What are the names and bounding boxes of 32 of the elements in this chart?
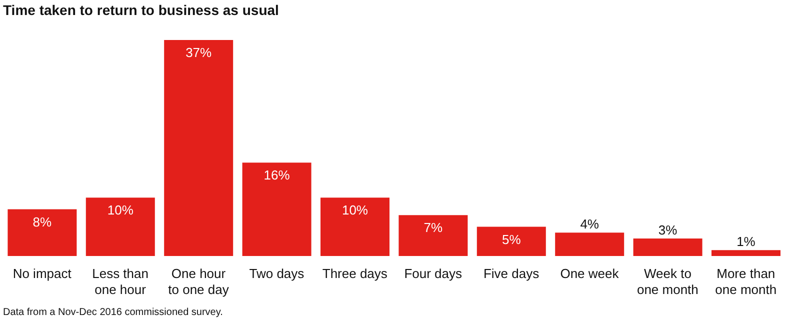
- bar: [242, 162, 312, 256]
- bar: [86, 198, 155, 256]
- bar: [398, 215, 468, 256]
- data-label: 7%: [424, 220, 444, 236]
- x-tick-label: Week to one month: [636, 266, 698, 297]
- data-label: 3%: [658, 222, 678, 238]
- x-tick-label: No impact: [12, 266, 72, 281]
- bar: [320, 198, 390, 256]
- data-label: 10%: [342, 202, 368, 218]
- data-label: 1%: [736, 234, 756, 250]
- chart-title: Time taken to return to business as usual: [2, 1, 280, 20]
- x-tick-label: Five days: [483, 266, 540, 281]
- x-tick-label: More than one month: [715, 266, 777, 297]
- x-tick-label: Two days: [249, 266, 305, 281]
- data-label: 5%: [502, 232, 522, 247]
- x-tick-label: Less than one hour: [92, 266, 148, 297]
- data-label: 37%: [186, 45, 212, 60]
- data-label: 8%: [32, 214, 52, 230]
- x-tick-label: One hour to one day: [168, 266, 230, 297]
- bar: [8, 209, 77, 256]
- bar: [711, 250, 780, 256]
- x-tick-label: Three days: [322, 266, 388, 281]
- bar: [633, 238, 702, 256]
- data-label: 16%: [264, 168, 290, 183]
- bar: [555, 232, 624, 256]
- text: Data from a Nov-Dec 2016 commissioned survey.: [2, 306, 224, 320]
- bar: [476, 226, 546, 256]
- x-tick-label: One week: [560, 266, 620, 281]
- data-label: 4%: [580, 216, 600, 232]
- bar: [164, 40, 234, 256]
- data-label: 10%: [107, 202, 134, 218]
- x-tick-label: Four days: [404, 266, 462, 281]
